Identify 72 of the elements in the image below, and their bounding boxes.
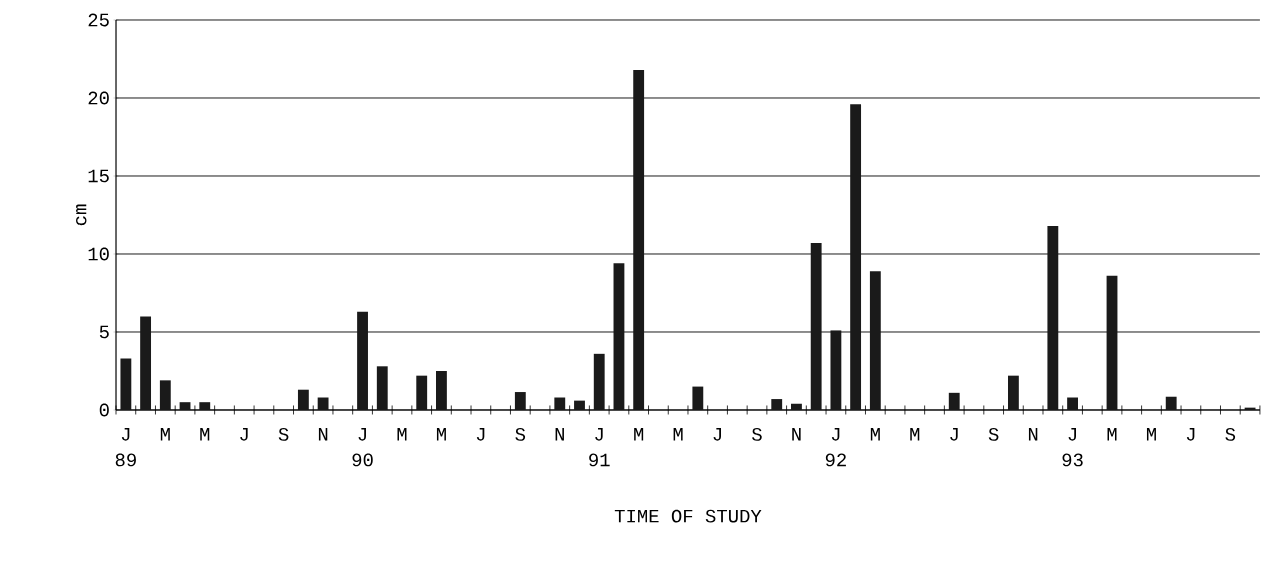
- text: 93: [1062, 453, 1083, 467]
- x-tick-label: M: [436, 428, 446, 441]
- x-tick-label: J: [240, 428, 248, 441]
- x-tick-label: J: [476, 428, 485, 441]
- bar: [1067, 397, 1078, 410]
- x-tick-label: J: [358, 428, 366, 441]
- bar: [692, 386, 704, 410]
- bar: [179, 402, 191, 410]
- bar: [791, 403, 802, 410]
- x-tick-label: J: [950, 428, 958, 441]
- x-tick-label: M: [200, 428, 210, 441]
- x-tick-label: S: [515, 428, 526, 441]
- bar: [416, 375, 428, 410]
- x-tick-label: J: [595, 428, 603, 441]
- x-tick-label: S: [752, 428, 762, 441]
- bar: [140, 316, 152, 410]
- bar: [850, 104, 862, 410]
- bar: [317, 397, 329, 410]
- x-tick-label: N: [1028, 428, 1038, 441]
- bar: [1007, 375, 1019, 410]
- bar: [869, 271, 881, 410]
- x-tick-label: N: [792, 428, 801, 441]
- x-tick-label: J: [1068, 428, 1076, 441]
- bar: [1106, 275, 1118, 410]
- bar: [948, 392, 960, 410]
- x-tick-label: M: [673, 428, 683, 441]
- x-tick-label: J: [1186, 428, 1195, 441]
- x-tick-label: M: [870, 428, 880, 441]
- bar: [613, 263, 625, 410]
- x-tick-label: M: [160, 428, 170, 441]
- x-tick-label: M: [397, 428, 407, 441]
- x-tick-label: N: [318, 428, 328, 441]
- y-axis-title: cm: [76, 204, 87, 226]
- text: 92: [825, 453, 846, 467]
- x-tick-label: J: [713, 428, 721, 441]
- bar: [159, 380, 171, 410]
- text: 89: [115, 453, 136, 467]
- bar: [297, 389, 309, 410]
- bar: [554, 397, 566, 410]
- bar: [514, 392, 526, 410]
- y-tick-label: 15: [88, 169, 109, 183]
- bar: [593, 353, 605, 410]
- bar: [633, 69, 645, 410]
- text: 91: [589, 453, 610, 467]
- x-tick-label: J: [831, 428, 840, 441]
- x-tick-label: M: [634, 428, 644, 441]
- bar: [810, 243, 822, 410]
- text: 90: [352, 453, 373, 467]
- x-tick-label: N: [555, 428, 564, 441]
- bar: [120, 358, 132, 410]
- bar: [1047, 225, 1059, 410]
- bar: [1165, 396, 1177, 410]
- y-tick-label: 5: [99, 325, 109, 339]
- x-tick-label: M: [910, 428, 920, 441]
- bar: [199, 402, 211, 410]
- x-tick-label: S: [1225, 428, 1236, 441]
- x-tick-label: S: [988, 428, 999, 441]
- bar: [830, 330, 842, 410]
- y-tick-label: 20: [88, 91, 109, 105]
- bar: [771, 399, 783, 410]
- x-tick-label: J: [121, 428, 130, 441]
- bar: [376, 366, 388, 410]
- y-tick-label: 25: [88, 13, 109, 27]
- x-tick-label: M: [1107, 428, 1117, 441]
- bar: [357, 311, 368, 410]
- bar: [436, 370, 447, 410]
- y-tick-label: 0: [99, 403, 109, 417]
- x-tick-label: M: [1146, 428, 1156, 441]
- y-tick-label: 10: [88, 247, 109, 261]
- x-tick-label: S: [278, 428, 289, 441]
- x-axis-title: TIME OF STUDY: [614, 509, 762, 523]
- bar: [574, 400, 585, 410]
